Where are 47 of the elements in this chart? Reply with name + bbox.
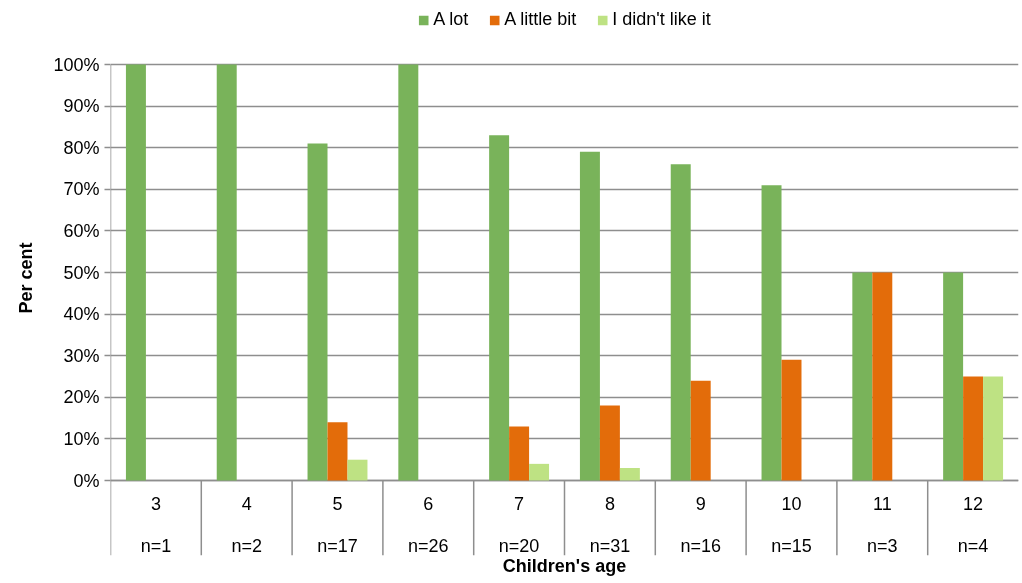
bar [943,272,964,481]
bar [670,164,691,481]
y-tick-label: 50% [63,262,100,283]
bar [579,151,600,481]
y-tick-label: 10% [63,428,100,449]
bar [983,376,1004,481]
bar [619,468,640,481]
x-axis-title: Children's age [502,555,627,576]
bar [852,272,873,481]
category-label: 3 n=1 [140,493,172,556]
bar [327,422,348,481]
category-label: 10 n=15 [771,493,812,556]
y-axis-title: Per cent [16,242,37,314]
y-tick-label: 70% [63,179,100,200]
category-label: 4 n=2 [231,493,262,556]
y-tick-label: 60% [63,220,100,241]
bar [489,135,510,481]
bar [125,64,146,481]
bar [781,359,802,481]
category-label: 11 n=3 [867,493,898,556]
y-tick-label: 0% [73,470,100,491]
bar [872,272,893,481]
category-label: 7 n=20 [498,493,540,556]
bar [529,463,550,481]
bar [347,459,368,481]
legend-label: A lot [433,9,469,30]
category-label: 5 n=17 [317,493,358,556]
y-tick-label: 40% [63,304,100,325]
bar [690,380,711,481]
category-label: 12 n=4 [957,493,989,556]
bar [307,143,328,481]
bar [963,376,984,481]
y-tick-label: 20% [63,387,100,408]
bar [216,64,237,481]
legend-label: I didn't like it [612,9,711,30]
category-label: 8 n=31 [589,493,631,556]
legend-label: A little bit [504,9,577,30]
bar [761,185,782,481]
bar [509,426,530,481]
y-tick-label: 90% [63,96,100,117]
category-label: 9 n=16 [680,493,721,556]
y-tick-label: 30% [63,345,100,366]
category-label: 6 n=26 [408,493,449,556]
bar [599,405,620,481]
y-tick-label: 80% [63,137,100,158]
bar [398,64,419,481]
y-tick-label: 100% [53,54,100,75]
